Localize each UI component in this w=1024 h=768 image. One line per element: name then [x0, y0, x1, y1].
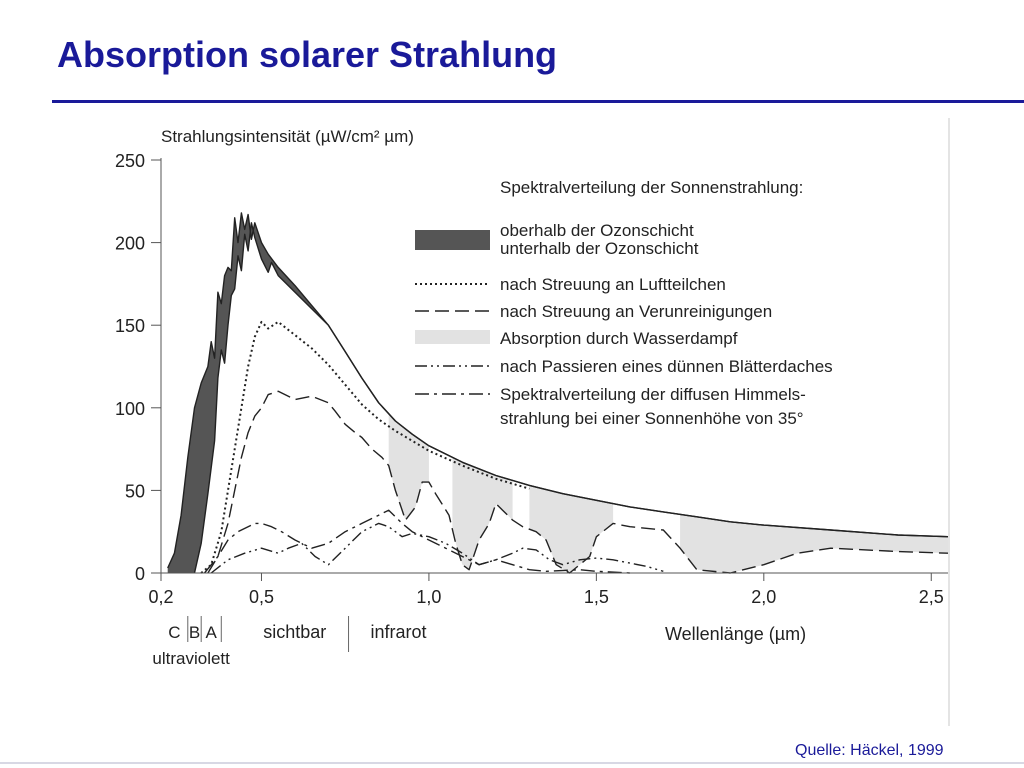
source-note: Quelle: Häckel, 1999	[795, 742, 944, 759]
y-tick-label: 150	[115, 316, 145, 336]
y-axis-label: Strahlungsintensität (µW/cm² µm)	[161, 127, 414, 146]
legend-label: nach Streuung an Verunreinigungen	[500, 302, 772, 321]
x-tick-label: 0,2	[148, 587, 173, 607]
water-vapour-band-1	[452, 457, 513, 570]
water-vapour-band-2	[529, 485, 614, 573]
region-label-infrarot: infrarot	[371, 622, 427, 642]
series-line-5	[210, 522, 664, 574]
region-label-C: C	[168, 623, 180, 642]
legend-label: nach Streuung an Luftteilchen	[500, 275, 726, 294]
x-tick-label: 1,5	[584, 587, 609, 607]
x-tick-label: 2,5	[919, 587, 944, 607]
footer-divider	[0, 762, 1024, 764]
region-group-label: ultraviolett	[152, 649, 230, 668]
y-tick-label: 250	[115, 151, 145, 171]
region-label-sichtbar: sichtbar	[263, 622, 326, 642]
series-line-1	[193, 222, 948, 574]
legend-swatch-ozone	[415, 230, 490, 250]
y-tick-label: 0	[135, 564, 145, 584]
water-vapour-band-0	[388, 413, 429, 520]
slide-title: Absorption solarer Strahlung	[57, 34, 558, 75]
series-line-6	[203, 509, 630, 574]
y-tick-label: 100	[115, 399, 145, 419]
y-tick-label: 200	[115, 234, 145, 254]
spectrum-chart: 0 50 100 150 200 250 0,2 0,5 1,0 1,5 2,0 2,5 Strahlu…	[115, 127, 948, 668]
x-tick-label: 0,5	[249, 587, 274, 607]
ozone-absorption-area	[167, 212, 362, 573]
legend-swatch-water	[415, 330, 490, 344]
figure-panel: 0 50 100 150 200 250 0,2 0,5 1,0 1,5 2,0 2,5 Strahlu…	[105, 118, 948, 726]
legend-title: Spektralverteilung der Sonnenstrahlung:	[500, 178, 803, 197]
legend-label: oberhalb der Ozonschicht	[500, 221, 694, 240]
legend-label: nach Passieren eines dünnen Blätterdache…	[500, 357, 833, 376]
y-tick-label: 50	[125, 481, 145, 501]
region-label-A: A	[206, 623, 218, 642]
legend-label: unterhalb der Ozonschicht	[500, 239, 699, 258]
water-vapour-band-3	[680, 514, 948, 573]
legend-label: Spektralverteilung der diffusen Himmels-	[500, 385, 806, 404]
legend-label: Absorption durch Wasserdampf	[500, 329, 738, 348]
region-label-B: B	[189, 623, 200, 642]
x-tick-label: 2,0	[751, 587, 776, 607]
title-underline	[52, 100, 1024, 103]
legend-label: strahlung bei einer Sonnenhöhe von 35°	[500, 409, 804, 428]
x-tick-label: 1,0	[416, 587, 441, 607]
x-axis-label: Wellenlänge (µm)	[665, 624, 806, 644]
series-line-3	[207, 390, 948, 574]
